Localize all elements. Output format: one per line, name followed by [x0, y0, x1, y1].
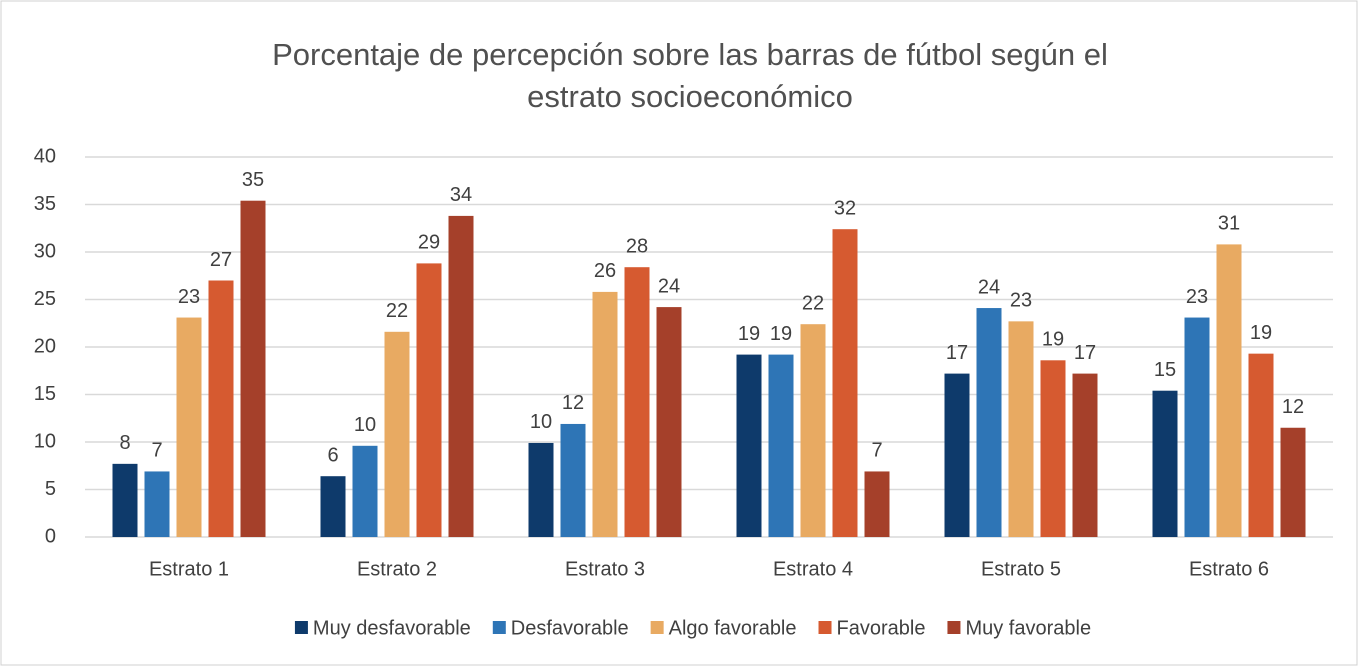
data-label: 19 [1042, 329, 1064, 351]
bar [864, 471, 890, 537]
bar [1216, 244, 1242, 537]
data-label: 24 [658, 275, 680, 297]
data-label: 31 [1218, 213, 1240, 235]
legend-label: Muy desfavorable [313, 617, 471, 639]
data-label: 19 [1250, 322, 1272, 344]
y-tick-label: 20 [34, 335, 56, 357]
bar [1072, 373, 1098, 537]
data-label: 35 [242, 169, 264, 191]
y-tick-label: 5 [45, 478, 56, 500]
bar [448, 215, 474, 537]
bar [1280, 427, 1306, 537]
y-tick-label: 10 [34, 430, 56, 452]
y-tick-label: 35 [34, 193, 56, 215]
bar [592, 291, 618, 537]
x-tick-label: Estrato 1 [149, 558, 229, 580]
data-label: 27 [210, 249, 232, 271]
data-label: 6 [327, 444, 338, 466]
y-tick-label: 30 [34, 240, 56, 262]
legend-swatch [818, 621, 832, 634]
data-label: 19 [770, 323, 792, 345]
legend: Muy desfavorable Desfavorable Algo favorab… [294, 617, 1091, 639]
y-tick-label: 0 [45, 525, 56, 547]
bar [1184, 317, 1210, 537]
x-tick-label: Estrato 2 [357, 558, 437, 580]
data-label: 23 [1010, 290, 1032, 312]
data-label: 34 [450, 184, 472, 206]
bar [768, 354, 794, 537]
bar [832, 229, 858, 537]
bar [976, 308, 1002, 537]
legend-label: Favorable [837, 617, 926, 639]
bar [208, 280, 234, 537]
bar [144, 471, 170, 537]
data-label: 17 [946, 342, 968, 364]
y-tick-label: 40 [34, 145, 56, 167]
y-tick-label: 15 [34, 383, 56, 405]
bar [944, 373, 970, 537]
bar [176, 317, 202, 537]
data-label: 22 [802, 292, 824, 314]
data-label: 32 [834, 197, 856, 219]
bar [624, 267, 650, 537]
chart-title: estrato socioeconómico [527, 79, 853, 114]
data-label: 19 [738, 323, 760, 345]
data-label: 10 [530, 411, 552, 433]
legend-label: Muy favorable [965, 617, 1091, 639]
bar [736, 354, 762, 537]
data-label: 26 [594, 260, 616, 282]
data-label: 23 [1186, 286, 1208, 308]
bar [1040, 360, 1066, 537]
data-label: 8 [119, 432, 130, 454]
data-label: 15 [1154, 359, 1176, 381]
bar [656, 307, 682, 537]
bar [416, 263, 442, 537]
bar [800, 324, 826, 537]
data-label: 29 [418, 232, 440, 254]
bar [112, 463, 138, 537]
bar [1008, 321, 1034, 537]
data-label: 12 [562, 392, 584, 414]
bar [560, 423, 586, 537]
legend-label: Algo favorable [669, 617, 797, 639]
data-label: 10 [354, 414, 376, 436]
legend-swatch [492, 621, 506, 634]
x-tick-label: Estrato 3 [565, 558, 645, 580]
bar [352, 445, 378, 537]
chart-title: Porcentaje de percepción sobre las barra… [272, 37, 1108, 72]
x-tick-label: Estrato 5 [981, 558, 1061, 580]
legend-swatch [947, 621, 961, 634]
data-label: 23 [178, 286, 200, 308]
bar [320, 476, 346, 537]
data-label: 7 [871, 440, 882, 462]
legend-label: Desfavorable [511, 617, 629, 639]
data-label: 17 [1074, 342, 1096, 364]
x-tick-label: Estrato 6 [1189, 558, 1269, 580]
bar [1152, 390, 1178, 537]
data-label: 28 [626, 235, 648, 257]
bar [384, 331, 410, 537]
data-label: 7 [151, 440, 162, 462]
data-label: 24 [978, 276, 1000, 298]
legend-swatch [294, 621, 308, 634]
y-tick-label: 25 [34, 288, 56, 310]
data-label: 12 [1282, 396, 1304, 418]
bar [240, 200, 266, 537]
bar [528, 442, 554, 537]
legend-swatch [650, 621, 664, 634]
bar [1248, 353, 1274, 537]
data-label: 22 [386, 300, 408, 322]
x-tick-label: Estrato 4 [773, 558, 853, 580]
